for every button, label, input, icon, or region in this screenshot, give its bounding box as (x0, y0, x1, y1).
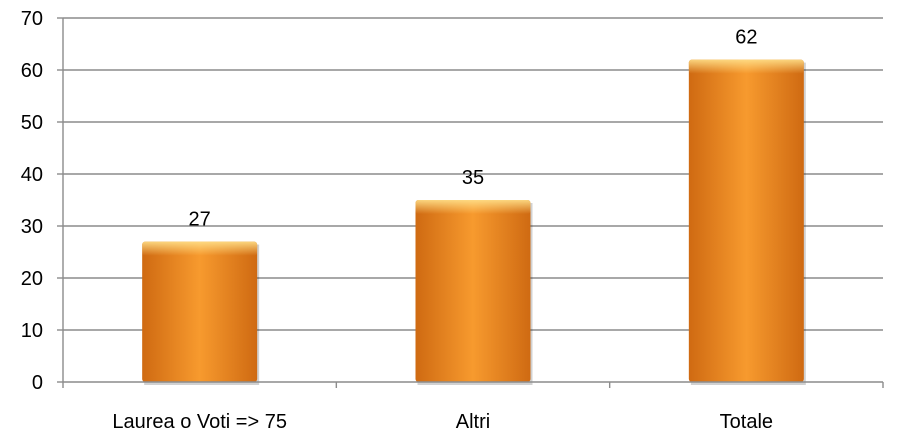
bar-body (415, 200, 531, 382)
y-tick-label: 60 (21, 60, 43, 82)
bar-highlight (688, 59, 804, 74)
x-category-label: Laurea o Voti => 75 (112, 411, 287, 433)
data-label: 27 (189, 209, 211, 231)
bar-highlight (415, 200, 531, 214)
x-category-label: Totale (720, 411, 773, 433)
bar-body (688, 59, 804, 382)
x-category-labels: Laurea o Voti => 75 Altri Totale (112, 411, 773, 433)
axes (57, 17, 884, 388)
y-tick-label: 0 (32, 372, 43, 394)
bar (142, 241, 260, 385)
data-label: 62 (735, 27, 757, 49)
y-tick-label: 30 (21, 216, 43, 238)
bar-body (142, 241, 258, 382)
bar (415, 200, 533, 385)
bar-highlight (142, 241, 258, 256)
x-category-label: Altri (456, 411, 490, 433)
data-labels: 27 35 62 (189, 27, 758, 231)
y-tick-label: 50 (21, 112, 43, 134)
y-tick-label: 20 (21, 268, 43, 290)
y-tick-labels: 0 10 20 30 40 50 60 70 (21, 8, 43, 394)
y-tick-label: 10 (21, 320, 43, 342)
bars (142, 59, 806, 385)
bar (688, 59, 806, 385)
y-tick-label: 40 (21, 164, 43, 186)
y-tick-label: 70 (21, 8, 43, 30)
data-label: 35 (462, 167, 484, 189)
